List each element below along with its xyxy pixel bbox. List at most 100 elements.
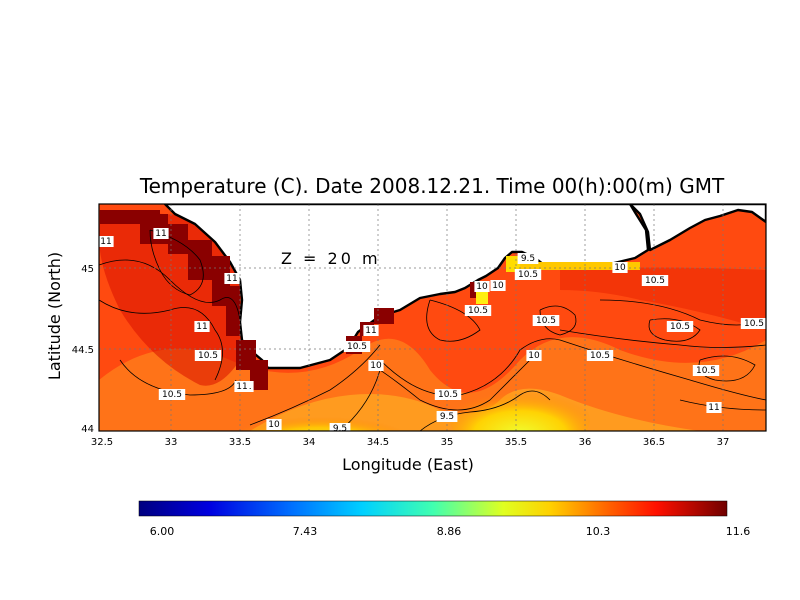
contour-label-box	[490, 280, 506, 291]
plot-frame	[98, 203, 767, 432]
contour-label: 10	[526, 350, 542, 361]
contour-label-box	[194, 350, 222, 361]
contour-label: 10.5	[434, 389, 462, 400]
warm-core-east	[560, 267, 766, 330]
contour-label-text: 10	[492, 281, 504, 291]
contour-label-text: 11	[155, 229, 166, 239]
contour-label-box	[234, 381, 250, 392]
contour-label-box	[612, 262, 628, 273]
x-tick-label: 36.5	[643, 437, 665, 448]
y-tick-label: 44.5	[72, 345, 94, 356]
contour-label: 10.5	[666, 321, 694, 332]
grid-lines	[99, 204, 766, 431]
x-tick-label: 36	[579, 437, 592, 448]
contour-label-text: 10	[370, 361, 382, 371]
contour-label-text: 10.5	[438, 390, 458, 400]
x-tick-label: 34.5	[367, 437, 389, 448]
colorbar: 6.00 7.43 8.86 10.3 11.6	[138, 500, 751, 538]
contour-label: 10	[368, 360, 384, 371]
contour-label: 11	[99, 236, 114, 247]
contour-label-text: 10	[476, 282, 488, 292]
colorbar-tick-label: 8.86	[437, 525, 462, 538]
contour-label: 10	[474, 281, 490, 292]
contour-label-box	[368, 360, 384, 371]
kerch-land	[628, 204, 766, 252]
contour-label-box	[526, 350, 542, 361]
contour-label-box	[266, 419, 282, 430]
contour-label: 10.5	[464, 305, 492, 316]
contour-label-text: 10	[614, 263, 626, 273]
contour-label-text: 11	[708, 403, 719, 413]
contour-label: 11	[234, 381, 250, 392]
contour-label: 10.5	[692, 365, 720, 376]
contour-label: 10.5	[641, 275, 669, 286]
contour-label-box	[343, 341, 371, 352]
contour-label-box	[434, 389, 462, 400]
x-tick-label: 35	[441, 437, 454, 448]
contour-label-text: 10.5	[536, 316, 556, 326]
y-tick-label: 45	[81, 264, 94, 275]
y-axis: 44 44.5 45	[72, 264, 94, 435]
contour-label: 10.5	[194, 350, 222, 361]
contour-label: 10.5	[532, 315, 560, 326]
contour-label-box	[464, 305, 492, 316]
contour-label-box	[586, 350, 614, 361]
contour-label-text: 11	[100, 237, 111, 247]
contour-label: 10.5	[343, 341, 371, 352]
contour-label-box	[692, 365, 720, 376]
colorbar-tick-label: 7.43	[293, 525, 318, 538]
contour-label: 11	[153, 228, 169, 239]
contour-labels: 111111111110.510.511109.51110.51010.59.5…	[99, 228, 766, 434]
y-axis-label: Latitude (North)	[45, 252, 64, 380]
contour-label-box	[641, 275, 669, 286]
contour-label: 10	[490, 280, 506, 291]
colorbar-tick-label: 11.6	[726, 525, 751, 538]
contour-label-text: 11	[236, 382, 247, 392]
contour-label-box	[194, 321, 210, 332]
x-axis: 32.5 33 33.5 34 34.5 35 35.5 36 36.5 37	[91, 437, 730, 448]
contour-label: 10.5	[158, 389, 186, 400]
contour-label: 10.5	[740, 318, 766, 329]
x-tick-label: 34	[303, 437, 316, 448]
contour-label-box	[517, 253, 539, 264]
contour-label-text: 9.5	[440, 412, 454, 422]
contour-label: 9.5	[436, 411, 458, 422]
contour-label-box	[158, 389, 186, 400]
contour-label-box	[153, 228, 169, 239]
contour-label-text: 10.5	[162, 390, 182, 400]
contour-label: 10.5	[586, 350, 614, 361]
x-tick-label: 33.5	[229, 437, 251, 448]
y-tick-label: 44	[81, 424, 94, 435]
map-title: Temperature (C). Date 2008.12.21. Time 0…	[139, 174, 725, 198]
x-axis-label: Longitude (East)	[342, 455, 474, 474]
contour-label-text: 9.5	[333, 424, 347, 434]
contour-label-box	[706, 402, 722, 413]
contour-label-text: 10.5	[590, 351, 610, 361]
cold-patch-south	[450, 385, 590, 431]
x-tick-label: 37	[717, 437, 730, 448]
contour-label: 10.5	[514, 269, 542, 280]
contour-label: 10	[266, 419, 282, 430]
contour-label-text: 10	[268, 420, 280, 430]
contour-label-text: 10.5	[347, 342, 367, 352]
contour-label-box	[740, 318, 766, 329]
contour-label-box	[666, 321, 694, 332]
contour-label: 10	[612, 262, 628, 273]
contour-label-text: 10.5	[198, 351, 218, 361]
contour-label: 9.5	[517, 253, 539, 264]
contour-label: 9.5	[329, 423, 351, 434]
contour-label-box	[474, 281, 490, 292]
plot-area: 111111111110.510.511109.51110.51010.59.5…	[99, 204, 766, 434]
contour-label-box	[363, 325, 379, 336]
warm-core-west	[99, 210, 254, 386]
contour-label-text: 10.5	[744, 319, 764, 329]
contour-label-text: 10.5	[468, 306, 488, 316]
contour-label: 11	[194, 321, 210, 332]
contour-label: 11	[363, 325, 379, 336]
contour-label-text: 11	[226, 274, 237, 284]
colorbar-gradient	[138, 500, 728, 517]
contour-label-box	[329, 423, 351, 431]
contour-label-box	[436, 411, 458, 422]
contour-label-text: 9.5	[521, 254, 535, 264]
